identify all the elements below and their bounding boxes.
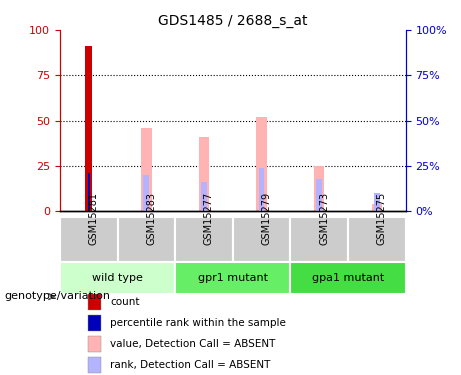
Bar [175, 262, 290, 294]
Bar [88, 315, 101, 331]
Bar [316, 178, 322, 211]
Text: GSM15283: GSM15283 [146, 192, 156, 245]
Text: GSM15281: GSM15281 [89, 192, 99, 245]
Text: GSM15279: GSM15279 [262, 192, 272, 245]
Text: GSM15277: GSM15277 [204, 192, 214, 245]
Text: GSM15275: GSM15275 [377, 192, 387, 245]
Bar [259, 168, 265, 211]
Title: GDS1485 / 2688_s_at: GDS1485 / 2688_s_at [158, 13, 307, 28]
Text: percentile rank within the sample: percentile rank within the sample [110, 318, 286, 328]
Text: gpr1 mutant: gpr1 mutant [198, 273, 268, 283]
Bar [60, 262, 175, 294]
Text: count: count [110, 297, 140, 307]
Bar [141, 128, 152, 211]
Bar [314, 166, 325, 211]
Text: gpa1 mutant: gpa1 mutant [312, 273, 384, 283]
Bar [290, 217, 348, 262]
Bar [372, 204, 382, 211]
Bar [60, 217, 118, 262]
Bar [143, 175, 149, 211]
Text: GSM15273: GSM15273 [319, 192, 329, 245]
Text: rank, Detection Call = ABSENT: rank, Detection Call = ABSENT [110, 360, 271, 370]
Bar [175, 217, 233, 262]
Bar [348, 217, 406, 262]
Bar [201, 182, 207, 211]
Bar [88, 336, 101, 352]
Text: wild type: wild type [92, 273, 143, 283]
Bar [374, 193, 380, 211]
Bar [199, 137, 209, 211]
Bar [88, 173, 90, 211]
Bar [88, 294, 101, 310]
Text: genotype/variation: genotype/variation [5, 291, 111, 301]
Bar [85, 46, 92, 211]
Text: value, Detection Call = ABSENT: value, Detection Call = ABSENT [110, 339, 275, 349]
Bar [233, 217, 290, 262]
Bar [256, 117, 267, 211]
Bar [290, 262, 406, 294]
Bar [88, 357, 101, 373]
Bar [118, 217, 175, 262]
